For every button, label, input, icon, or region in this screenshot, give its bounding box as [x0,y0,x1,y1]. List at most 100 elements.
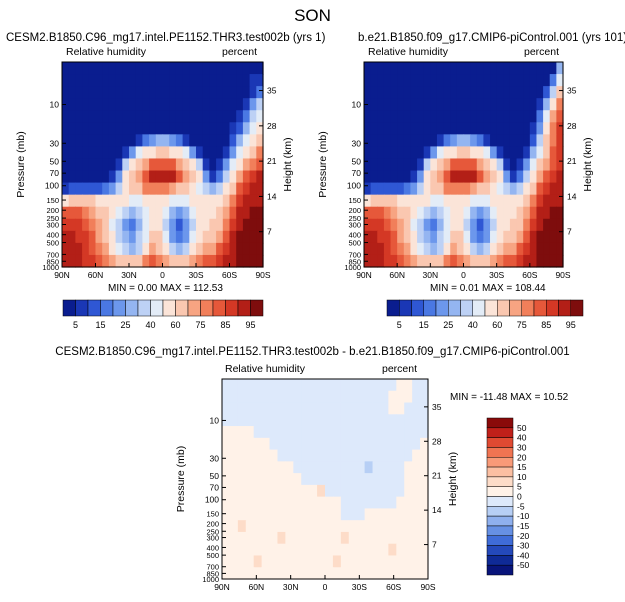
field-cell [412,567,421,580]
field-cell [115,146,123,160]
field-cell [372,496,382,510]
field-cell [285,567,294,580]
field-cell [536,134,544,148]
field-cell [404,555,413,568]
field-cell [523,170,531,184]
field-cell [169,122,177,135]
field-cell [115,242,123,256]
field-cell [301,449,310,462]
field-cell [390,74,398,87]
field-cell [450,122,458,135]
field-cell [404,496,413,510]
field-cell [516,86,524,99]
field-cell [443,182,451,196]
field-cell [356,531,366,545]
field-cell [122,74,130,87]
field-cell [523,194,531,208]
field-cell [236,170,244,184]
field-cell [383,218,392,232]
field-cell [556,86,564,99]
field-cell [245,402,255,415]
field-cell [236,146,244,160]
field-cell [237,508,247,521]
field-cell [135,62,143,75]
colorbar-swatch [486,457,514,468]
height-tick-label: 35 [267,86,277,96]
field-cell [503,86,511,99]
field-cell [463,158,471,172]
field-cell [556,170,564,184]
field-cell [463,134,471,148]
field-cell [443,158,451,172]
field-cell [169,62,177,75]
field-cell [102,158,110,172]
colorbar-swatch [250,299,264,317]
field-cell [372,390,382,404]
field-cell [237,402,247,415]
field-cell [216,122,224,135]
colorbar-label: 5 [73,320,78,330]
field-cell [242,158,251,172]
field-cell [509,158,518,172]
field-cell [189,122,197,135]
field-cell [293,520,302,533]
field-cell [222,146,231,160]
field-cell [325,426,334,439]
field-cell [162,206,170,220]
field-cell [412,484,421,498]
panel-1-field [62,62,264,268]
field-cell [256,230,264,244]
field-cell [229,520,239,533]
field-cell [516,254,524,268]
field-cell [380,508,389,521]
field-cell [496,74,504,87]
field-cell [529,218,538,232]
field-cell [245,543,255,557]
field-cell [309,414,318,427]
field-cell [370,194,378,208]
field-cell [370,86,378,99]
field-cell [209,86,217,99]
field-cell [370,122,378,135]
field-cell [496,110,504,123]
field-cell [450,242,458,256]
field-cell [364,496,374,510]
field-cell [543,182,551,196]
x-tick-label: 90S [420,582,435,592]
field-cell [397,110,405,123]
field-cell [490,170,498,184]
field-cell [135,134,143,148]
field-cell [523,182,531,196]
field-cell [277,473,286,486]
field-cell [509,62,518,75]
field-cell [483,110,491,123]
field-cell [523,122,531,135]
colorbar-swatch [486,427,514,438]
field-cell [149,206,157,220]
field-cell [523,62,531,75]
field-cell [556,242,564,256]
field-cell [490,98,498,111]
field-cell [75,194,83,208]
field-cell [430,110,438,123]
field-cell [388,484,397,498]
field-cell [383,146,392,160]
field-cell [543,74,551,87]
field-cell [229,508,239,521]
field-cell [256,254,264,268]
field-cell [245,567,255,580]
field-cell [396,437,405,451]
field-cell [509,134,518,148]
field-cell [237,520,247,533]
field-cell [380,520,389,533]
field-cell [149,254,157,268]
y-tick-label: 70 [50,168,60,178]
field-cell [95,182,103,196]
field-cell [372,520,382,533]
field-cell [340,414,350,427]
field-cell [242,86,251,99]
field-cell [175,86,184,99]
field-cell [397,134,405,148]
field-cell [256,146,264,160]
field-cell [377,122,385,135]
